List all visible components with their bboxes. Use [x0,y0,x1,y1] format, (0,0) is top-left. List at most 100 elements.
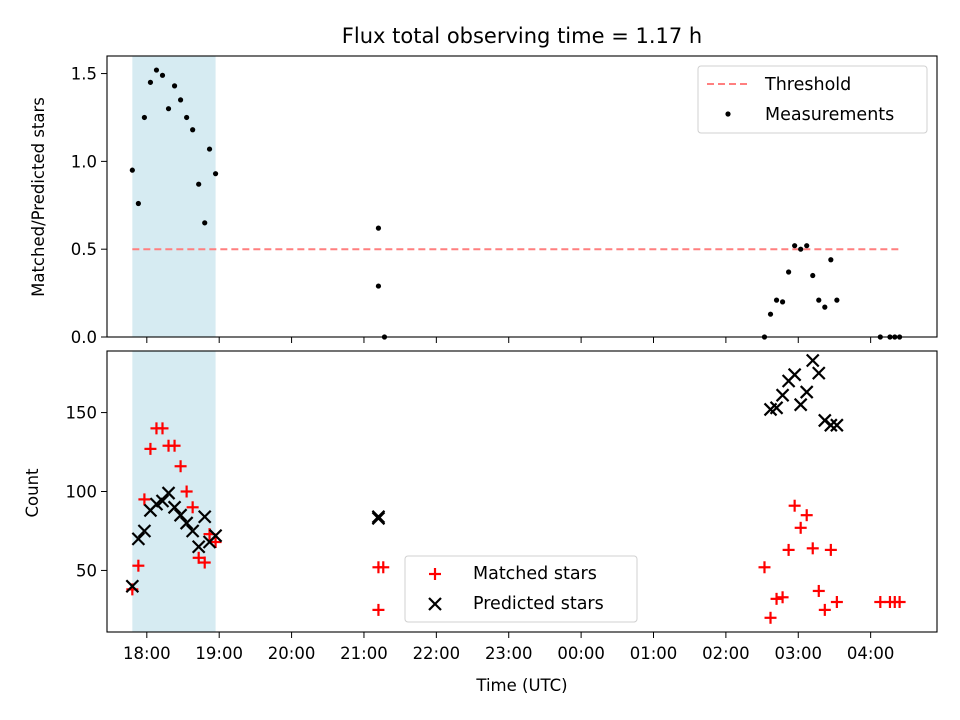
matched-star-point-16 [377,561,390,574]
measurement-point-24 [798,246,804,252]
legend-predicted-swatch [428,597,442,611]
matched-star-point-9 [180,485,193,498]
matched-star-point-25 [800,509,813,522]
matched-star-point-3 [144,442,157,455]
predicted-star-point-9 [179,516,194,530]
matched-star-point-18 [758,561,771,574]
predicted-star-point-18 [769,401,784,415]
matched-star-point-2 [138,493,151,506]
predicted-star-point-5 [155,494,170,508]
measurement-point-4 [153,67,160,73]
measurement-point-2 [141,114,147,121]
matched-star-point-23 [788,499,801,512]
measurement-point-6 [165,106,172,112]
measurement-point-10 [190,127,196,133]
x-tick-label-7: 01:00 [630,644,678,663]
legend-matched-swatch [429,568,441,580]
ratio-legend: Threshold Measurements [697,65,928,134]
ratio-legend-frame [697,65,928,134]
predicted-star-point-8 [173,508,188,522]
matched-star-point-27 [812,584,825,597]
measurement-point-25 [804,243,810,249]
measurement-point-12 [202,220,208,226]
ratio-plot-frame [106,55,938,338]
x-tick-label-6: 00:00 [557,644,605,663]
matched-star-point-8 [174,460,187,473]
matched-star-point-10 [186,501,199,514]
matched-star-point-21 [776,591,789,604]
chart-title: Flux total observing time = 1.17 h [342,24,702,48]
predicted-star-point-15 [371,511,386,526]
matched-star-point-14 [209,536,222,549]
x-tick-label-0: 18:00 [123,644,171,663]
ratio-y-axis-label: Matched/Predicted stars [29,97,48,297]
predicted-star-point-16 [371,509,386,524]
count-highlight-span [132,351,216,632]
predicted-star-point-0 [125,579,140,593]
count-ytick-label-0: 50 [76,561,97,580]
x-tick-label-4: 22:00 [413,644,461,663]
ratio-highlight-span [132,56,216,337]
legend-matched-label: Matched stars [473,564,597,584]
ratio-ytick-label-2: 1.0 [71,152,97,171]
measurement-point-13 [206,146,213,152]
predicted-star-point-10 [185,524,200,538]
measurement-point-16 [375,283,382,289]
matched-star-point-5 [156,422,169,435]
matched-star-point-29 [824,543,837,556]
measurement-point-28 [822,304,828,310]
matched-star-point-28 [818,603,831,616]
matched-star-point-17 [372,603,385,616]
measurement-point-0 [129,167,135,173]
predicted-star-point-11 [191,539,206,554]
measurement-point-3 [147,79,154,85]
matched-star-point-24 [794,521,807,534]
measurement-point-15 [375,225,382,231]
x-tick-label-1: 19:00 [195,644,243,663]
measurement-point-9 [184,114,190,121]
x-tick-label-8: 02:00 [702,644,750,663]
predicted-star-point-12 [197,509,212,524]
predicted-star-point-2 [137,524,152,538]
count-ytick-label-2: 150 [66,404,98,423]
predicted-star-point-21 [787,367,802,382]
measurement-point-11 [196,181,202,187]
x-tick-label-3: 21:00 [340,644,388,663]
ratio-ytick-label-1: 0.5 [71,240,97,259]
ratio-ytick-label-3: 1.5 [71,65,97,84]
predicted-star-point-22 [793,397,808,412]
x-tick-label-5: 23:00 [485,644,533,663]
measurement-point-7 [171,83,178,89]
predicted-star-point-28 [830,418,844,432]
ratio-panel: 0.0 0.5 1.0 1.5 Matched/Predicted stars [29,55,938,347]
matched-star-point-19 [764,611,777,624]
measurement-point-26 [810,272,816,279]
count-y-axis-label: Count [23,468,42,518]
count-panel: 50 100 150 18:00 19:00 20:00 21:00 22:00 23:00 0… [23,350,938,695]
matched-star-point-34 [893,596,906,609]
legend-threshold-label: Threshold [764,75,851,95]
measurement-point-29 [828,257,834,263]
measurement-point-5 [159,72,166,78]
matched-star-point-26 [806,542,819,555]
matched-star-point-11 [192,551,205,564]
matched-star-point-30 [830,596,843,609]
count-legend-frame [404,555,638,623]
measurement-point-8 [177,97,184,103]
x-tick-label-10: 04:00 [847,644,895,663]
x-tick-label-9: 03:00 [774,644,822,663]
predicted-star-point-14 [208,528,223,543]
predicted-star-point-1 [131,532,146,546]
predicted-star-point-27 [824,418,838,432]
measurement-point-19 [767,311,774,317]
matched-star-point-1 [132,559,145,572]
ratio-ytick-label-0: 0.0 [71,328,97,347]
measurement-point-22 [786,269,792,275]
measurement-point-1 [135,200,141,207]
legend-measurements-label: Measurements [765,105,894,125]
predicted-star-point-6 [161,486,176,500]
matched-star-point-7 [168,439,181,452]
matched-star-point-22 [782,543,795,556]
measurement-point-23 [792,243,798,249]
